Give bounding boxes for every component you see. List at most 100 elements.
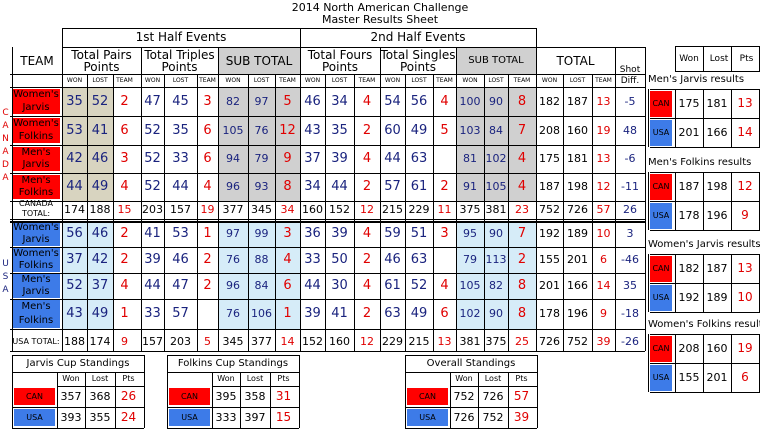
value-cell: 752 bbox=[567, 335, 588, 348]
sub-header: WON bbox=[66, 77, 83, 84]
value-cell: 1 bbox=[120, 306, 129, 321]
value-cell: 53 bbox=[66, 123, 83, 138]
grid-line bbox=[478, 372, 479, 428]
standings-team: CAN bbox=[418, 392, 437, 401]
grid-line bbox=[675, 172, 676, 230]
value-cell: 46 bbox=[172, 252, 189, 267]
value-cell: 25 bbox=[515, 335, 529, 348]
value-cell: 44 bbox=[304, 278, 321, 293]
value-cell: 56 bbox=[66, 226, 83, 241]
value-cell: 45 bbox=[172, 94, 189, 109]
right-won: 155 bbox=[678, 371, 700, 384]
value-cell: 76 bbox=[226, 253, 240, 266]
sub-header: WON bbox=[304, 77, 321, 84]
standings-team-bg bbox=[14, 409, 55, 426]
team-name: Women's bbox=[13, 222, 59, 233]
grid-line bbox=[10, 351, 645, 352]
canada-side-label: A bbox=[2, 173, 9, 183]
value-cell: 44 bbox=[66, 179, 83, 194]
team-name: Jarvis bbox=[22, 159, 50, 170]
value-cell: 215 bbox=[408, 335, 430, 348]
value-cell: 1 bbox=[203, 226, 212, 241]
grid-line bbox=[12, 47, 13, 351]
value-cell: 52 bbox=[144, 151, 161, 166]
grid-line bbox=[650, 254, 760, 255]
right-team-bg bbox=[650, 285, 672, 311]
value-cell: 157 bbox=[170, 203, 191, 216]
grid-line bbox=[648, 334, 649, 392]
value-cell: 90 bbox=[489, 227, 503, 240]
value-cell: 23 bbox=[515, 203, 529, 216]
team-name: Men's bbox=[21, 147, 51, 158]
value-cell: 35 bbox=[66, 94, 83, 109]
value-cell: 6 bbox=[203, 151, 212, 166]
right-won: 178 bbox=[678, 209, 700, 222]
value-cell: 61 bbox=[384, 278, 401, 293]
value-cell: 4 bbox=[362, 278, 372, 293]
standings-head: Won bbox=[217, 374, 235, 383]
grid-line bbox=[675, 254, 676, 312]
grid-line bbox=[650, 283, 760, 284]
right-head: Won bbox=[679, 54, 699, 64]
value-cell: 381 bbox=[459, 335, 481, 348]
value-cell: 203 bbox=[170, 335, 191, 348]
grid-line bbox=[648, 172, 649, 230]
value-cell: 3 bbox=[440, 226, 449, 241]
standings-won: 726 bbox=[453, 411, 475, 424]
grid-line bbox=[87, 74, 88, 351]
value-cell: 44 bbox=[172, 179, 189, 194]
value-cell: 14 bbox=[596, 279, 611, 292]
value-cell: 1 bbox=[283, 306, 292, 321]
grid-line bbox=[12, 407, 144, 408]
value-cell: 13 bbox=[596, 152, 611, 165]
team-name: Women's bbox=[13, 89, 59, 100]
value-cell: 99 bbox=[254, 227, 269, 240]
standings-title: Jarvis Cup Standings bbox=[26, 358, 130, 369]
value-cell: 2 bbox=[120, 252, 129, 267]
value-cell: 9 bbox=[600, 307, 607, 320]
grid-line bbox=[141, 47, 142, 351]
value-cell: 52 bbox=[66, 278, 83, 293]
value-cell: -6 bbox=[624, 152, 636, 165]
value-cell: 50 bbox=[331, 252, 348, 267]
grid-line bbox=[113, 74, 114, 351]
team-name: Folkins bbox=[18, 260, 54, 271]
grid-line bbox=[703, 46, 704, 71]
value-cell: 4 bbox=[120, 179, 129, 194]
standings-pts: 39 bbox=[513, 410, 530, 424]
grid-line bbox=[650, 392, 760, 393]
value-cell: 2 bbox=[362, 123, 372, 138]
grid-line bbox=[650, 334, 760, 335]
team-name-bg bbox=[12, 89, 60, 114]
value-cell: 39 bbox=[144, 252, 161, 267]
value-cell: 52 bbox=[410, 278, 428, 293]
value-cell: 33 bbox=[144, 306, 161, 321]
grid-line bbox=[648, 89, 649, 147]
grid-line bbox=[703, 172, 704, 230]
value-cell: 9 bbox=[121, 335, 128, 348]
subtotal2-shade bbox=[456, 299, 536, 329]
right-lost: 187 bbox=[706, 262, 728, 275]
subtotal2-shade bbox=[456, 173, 536, 201]
right-team-bg bbox=[650, 256, 672, 282]
usa-side-label: S bbox=[2, 272, 9, 282]
sub-header: TEAM bbox=[595, 77, 612, 84]
value-cell: 49 bbox=[91, 179, 109, 194]
grid-line bbox=[650, 118, 760, 119]
team-name: Jarvis bbox=[22, 234, 50, 245]
value-cell: -18 bbox=[621, 307, 639, 320]
standings-won: 393 bbox=[60, 411, 82, 424]
team-name-bg bbox=[12, 300, 60, 328]
grid-line bbox=[62, 28, 63, 351]
value-cell: 187 bbox=[567, 95, 588, 108]
value-cell: 103 bbox=[459, 124, 481, 137]
value-cell: 41 bbox=[91, 123, 109, 138]
grid-line bbox=[10, 87, 645, 88]
standings-team-bg bbox=[169, 388, 210, 405]
value-cell: 9 bbox=[283, 151, 292, 166]
right-pts: 13 bbox=[737, 261, 753, 275]
value-cell: 49 bbox=[410, 123, 428, 138]
value-cell: 201 bbox=[567, 253, 588, 266]
standings-team: USA bbox=[26, 413, 43, 422]
grid-line bbox=[703, 334, 704, 392]
